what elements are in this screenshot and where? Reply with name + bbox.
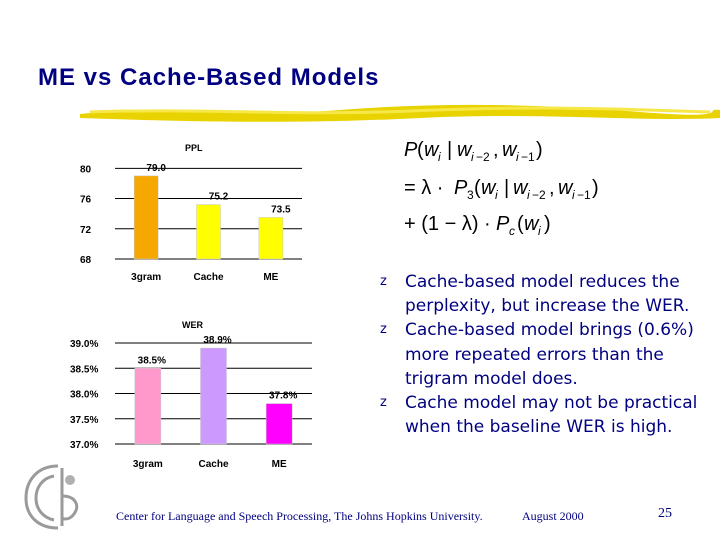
svg-text:P: P bbox=[454, 177, 468, 199]
data-label: 73.5 bbox=[271, 204, 291, 215]
y-tick-label: 72 bbox=[80, 225, 92, 236]
x-category-label: 3gram bbox=[133, 459, 163, 470]
svg-text:i: i bbox=[471, 150, 474, 164]
wer-bar-chart: 39.0% 38.5% 38.0% 37.5% 37.0% 38.5% 3gram 38.9%… bbox=[70, 320, 312, 470]
data-label: 37.8% bbox=[269, 391, 297, 402]
data-label: 75.2 bbox=[209, 192, 229, 203]
svg-text:+ (1 − λ) ·: + (1 − λ) · bbox=[404, 213, 491, 235]
bar bbox=[200, 347, 227, 445]
bullet-marker-icon: z bbox=[380, 395, 387, 411]
bullet-list: z Cache-based model reduces the perplexi… bbox=[380, 270, 700, 439]
chart-title: WER bbox=[182, 320, 203, 330]
svg-text:−2: −2 bbox=[476, 150, 490, 164]
x-category-label: ME bbox=[263, 272, 278, 283]
slide-title: ME vs Cache-Based Models bbox=[38, 64, 380, 91]
x-category-label: Cache bbox=[198, 459, 228, 470]
svg-text:−1: −1 bbox=[521, 150, 535, 164]
svg-text:3: 3 bbox=[467, 188, 474, 202]
svg-text:w: w bbox=[524, 213, 540, 235]
y-tick-label: 68 bbox=[80, 255, 92, 266]
svg-text:i: i bbox=[572, 188, 575, 202]
svg-text:P: P bbox=[404, 139, 418, 161]
svg-text:|: | bbox=[447, 139, 452, 161]
title-underline bbox=[80, 104, 720, 122]
svg-text:,: , bbox=[549, 177, 555, 199]
svg-text:|: | bbox=[504, 177, 509, 199]
svg-text:,: , bbox=[493, 139, 499, 161]
data-label: 38.5% bbox=[138, 355, 166, 366]
y-tick-label: 38.0% bbox=[70, 390, 98, 401]
x-category-label: ME bbox=[272, 459, 287, 470]
svg-text:): ) bbox=[592, 177, 599, 199]
bullet-item: z Cache-based model reduces the perplexi… bbox=[380, 270, 700, 318]
svg-text:i: i bbox=[527, 188, 530, 202]
y-tick-label: 37.5% bbox=[70, 415, 98, 426]
bar bbox=[265, 403, 293, 445]
svg-text:i: i bbox=[438, 150, 441, 164]
y-tick-label: 76 bbox=[80, 195, 92, 206]
svg-text:(: ( bbox=[517, 213, 524, 235]
data-label: 38.9% bbox=[203, 335, 231, 346]
svg-text:i: i bbox=[516, 150, 519, 164]
svg-text:−2: −2 bbox=[532, 188, 546, 202]
interpolation-formula: P ( w i | w i −2 , w i −1 ) = λ · P 3 ( … bbox=[404, 139, 599, 238]
clsp-logo-icon bbox=[24, 464, 79, 530]
svg-text:): ) bbox=[544, 213, 551, 235]
svg-text:w: w bbox=[481, 177, 497, 199]
bullet-item: z Cache model may not be practical when … bbox=[380, 391, 700, 439]
footer-organization: Center for Language and Speech Processin… bbox=[116, 509, 483, 523]
svg-text:w: w bbox=[457, 139, 473, 161]
bullet-text: Cache-based model reduces the perplexity… bbox=[405, 272, 690, 317]
y-tick-label: 80 bbox=[80, 164, 92, 175]
data-label: 79.0 bbox=[146, 163, 166, 174]
bullet-item: z Cache-based model brings (0.6%) more r… bbox=[380, 318, 700, 391]
y-tick-label: 39.0% bbox=[70, 339, 98, 350]
svg-text:w: w bbox=[513, 177, 529, 199]
svg-text:w: w bbox=[558, 177, 574, 199]
svg-text:c: c bbox=[509, 224, 515, 238]
bar bbox=[196, 204, 221, 260]
svg-text:): ) bbox=[536, 139, 543, 161]
bullet-marker-icon: z bbox=[380, 322, 387, 338]
bar bbox=[258, 217, 284, 260]
bar bbox=[134, 368, 162, 445]
chart-title: PPL bbox=[185, 143, 203, 153]
svg-text:P: P bbox=[496, 213, 510, 235]
bullet-marker-icon: z bbox=[380, 274, 387, 289]
ppl-bar-chart: 80 76 72 68 79.0 3gram 75.2 Cache 73.5 ME PPL bbox=[80, 143, 302, 283]
x-category-label: 3gram bbox=[131, 272, 161, 283]
page-number: 25 bbox=[658, 506, 672, 521]
footer-date: August 2000 bbox=[522, 509, 584, 523]
y-tick-label: 37.0% bbox=[70, 440, 98, 451]
x-category-label: Cache bbox=[193, 272, 223, 283]
svg-text:w: w bbox=[502, 139, 518, 161]
svg-text:w: w bbox=[424, 139, 440, 161]
svg-text:−1: −1 bbox=[577, 188, 591, 202]
svg-text:= λ ·: = λ · bbox=[404, 177, 443, 199]
svg-text:(: ( bbox=[474, 177, 481, 199]
bullet-text: Cache-based model brings (0.6%) more rep… bbox=[405, 320, 694, 389]
bar bbox=[133, 175, 159, 260]
svg-text:i: i bbox=[495, 188, 498, 202]
svg-text:i: i bbox=[538, 224, 541, 238]
y-tick-label: 38.5% bbox=[70, 364, 98, 375]
svg-text:(: ( bbox=[417, 139, 424, 161]
bullet-text: Cache model may not be practical when th… bbox=[405, 393, 698, 438]
